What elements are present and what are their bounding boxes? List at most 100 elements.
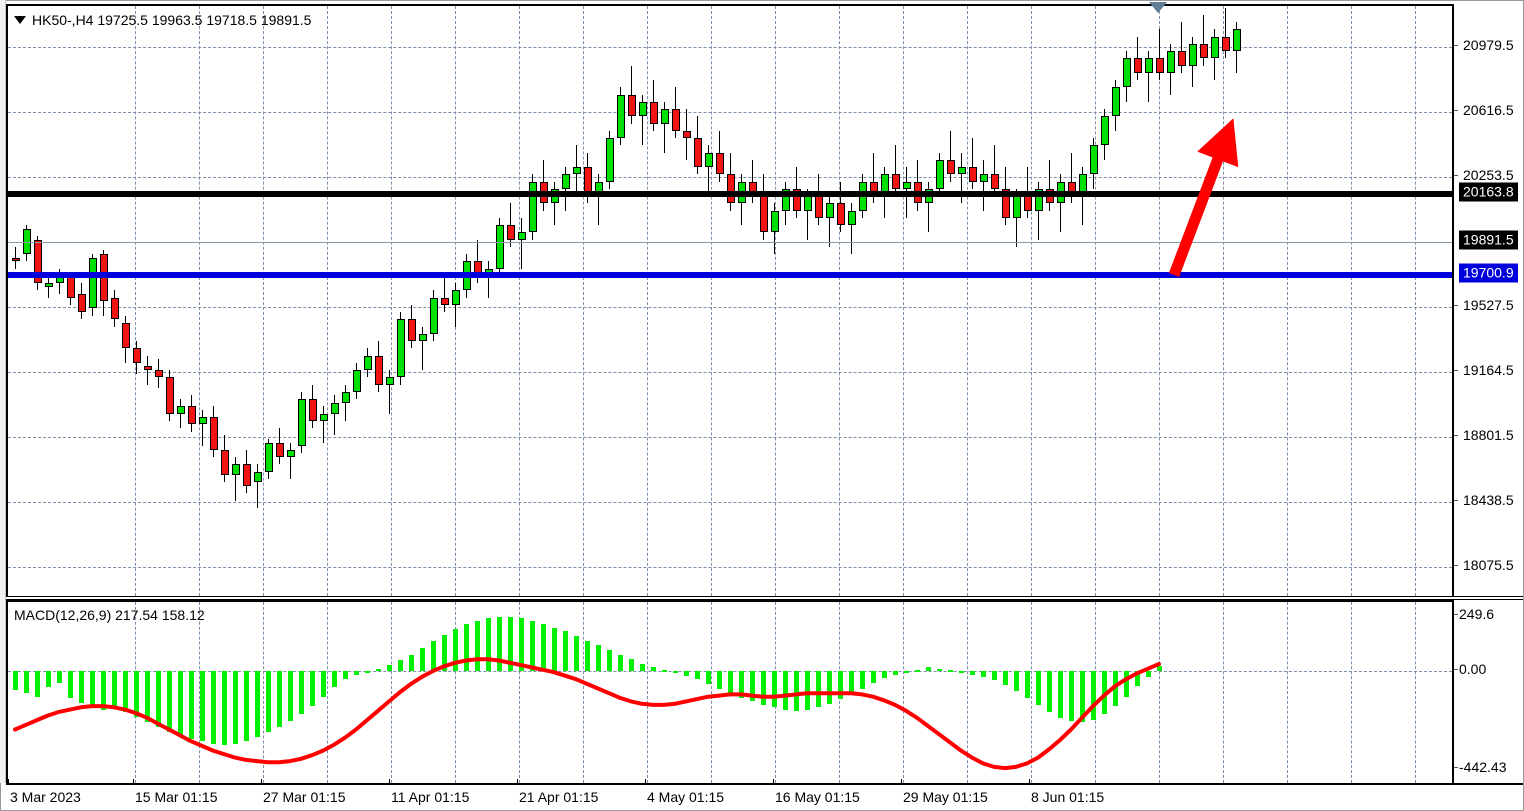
price-gridline	[8, 307, 1452, 308]
candle-bullish	[232, 464, 240, 476]
time-axis-label: 11 Apr 01:15	[391, 789, 470, 805]
candle-bullish	[661, 109, 669, 124]
price-axis[interactable]: 20979.5 20616.5 20253.5 19527.5 19164.5 18801…	[1452, 4, 1523, 596]
time-axis-tick	[8, 779, 9, 784]
candle-bearish	[1156, 58, 1164, 73]
price-chart-pane[interactable]: HK50-,H4 19725.5 19963.5 19718.5 19891.5	[6, 4, 1452, 596]
triangle-down-icon[interactable]	[14, 16, 26, 25]
macd-histogram-bar	[299, 671, 304, 715]
macd-time-gridline	[1031, 602, 1032, 783]
macd-histogram-bar	[1113, 671, 1118, 707]
time-gridline	[519, 6, 520, 596]
macd-axis[interactable]: 249.6 0.00 -442.43	[1452, 600, 1523, 783]
macd-histogram-bar	[662, 669, 667, 672]
price-axis-tick	[1454, 110, 1458, 111]
candle-bullish	[1035, 188, 1043, 211]
macd-time-gridline	[711, 602, 712, 783]
macd-pane[interactable]: MACD(12,26,9) 217.54 158.12	[6, 600, 1452, 783]
support-line[interactable]	[8, 272, 1452, 278]
candle-wick	[422, 326, 423, 370]
price-axis-tag[interactable]: 20163.8	[1459, 182, 1518, 202]
candle-bearish	[375, 355, 383, 385]
annotation-layer	[1168, 118, 1239, 277]
macd-histogram-bar	[981, 671, 986, 677]
candle-wick	[1071, 152, 1072, 204]
macd-histogram-bar	[816, 671, 821, 708]
time-gridline	[199, 6, 200, 596]
macd-histogram-bar	[607, 649, 612, 671]
macd-histogram-bar	[420, 647, 425, 671]
candle-bullish	[848, 210, 856, 225]
price-axis-label: 18438.5	[1463, 492, 1514, 508]
candle-bearish	[243, 464, 251, 486]
macd-histogram-bar	[1124, 671, 1129, 697]
candle-bullish	[419, 333, 427, 341]
candle-bullish	[1233, 29, 1241, 51]
macd-histogram-bar	[1036, 671, 1041, 705]
candle-bearish	[892, 174, 900, 189]
time-gridline	[1415, 6, 1416, 596]
resistance-line[interactable]	[8, 191, 1452, 197]
candle-bearish	[507, 225, 515, 240]
macd-time-gridline	[455, 602, 456, 783]
candle-bullish	[573, 167, 581, 175]
candle-bearish	[969, 167, 977, 182]
macd-histogram-bar	[992, 671, 997, 681]
candle-bullish	[1090, 145, 1098, 175]
candle-bullish	[386, 377, 394, 385]
price-axis-tick	[1454, 565, 1458, 566]
macd-time-gridline	[967, 602, 968, 783]
candle-wick	[521, 217, 522, 269]
time-axis[interactable]: 3 Mar 2023 15 Mar 01:15 27 Mar 01:15 11 Apr…	[6, 779, 1523, 810]
candle-bullish	[617, 94, 625, 138]
price-axis-tag[interactable]: 19891.5	[1459, 230, 1518, 250]
macd-time-gridline	[199, 602, 200, 783]
time-gridline	[1351, 6, 1352, 596]
macd-histogram-bar	[706, 671, 711, 684]
macd-histogram-bar	[563, 631, 568, 671]
macd-histogram-bar	[1069, 671, 1074, 722]
macd-axis-label: -442.43	[1459, 759, 1507, 775]
candle-bearish	[276, 442, 284, 457]
bullish-arrow-icon[interactable]	[1168, 118, 1239, 277]
time-gridline	[967, 6, 968, 596]
candle-bearish	[1200, 43, 1208, 59]
candle-bullish	[980, 174, 988, 182]
time-gridline	[1031, 6, 1032, 596]
macd-histogram-bar	[1014, 671, 1019, 691]
candle-bearish	[694, 138, 702, 167]
candle-bullish	[331, 402, 339, 414]
price-axis-label: 18075.5	[1463, 557, 1514, 573]
candle-bearish	[34, 239, 42, 283]
pane-divider[interactable]	[6, 596, 1523, 600]
candle-bearish	[441, 297, 449, 305]
time-axis-tick	[261, 779, 262, 784]
candle-bearish	[628, 94, 636, 117]
candle-wick	[895, 145, 896, 196]
macd-histogram-bar	[442, 634, 447, 671]
macd-histogram-bar	[937, 668, 942, 671]
macd-histogram-bar	[178, 671, 183, 736]
candle-bullish	[364, 355, 372, 370]
candle-bullish	[353, 370, 361, 392]
price-axis-tick	[1454, 370, 1458, 371]
macd-histogram-bar	[167, 671, 172, 732]
time-gridline	[1287, 6, 1288, 596]
macd-histogram-bar	[332, 671, 337, 688]
macd-histogram-bar	[1047, 671, 1052, 712]
time-axis-label: 8 Jun 01:15	[1031, 789, 1105, 805]
macd-histogram-bar	[519, 618, 524, 671]
macd-histogram-bar	[288, 671, 293, 722]
candle-bearish	[78, 293, 86, 312]
candle-bearish	[111, 297, 119, 320]
candle-bearish	[793, 188, 801, 211]
macd-histogram-bar	[618, 654, 623, 671]
candle-wick	[950, 130, 951, 182]
candle-bullish	[45, 283, 53, 287]
current-price-line[interactable]	[8, 242, 1452, 243]
macd-signal-line	[13, 657, 1161, 771]
macd-histogram-bar	[541, 624, 546, 671]
price-axis-tag[interactable]: 19700.9	[1459, 263, 1518, 283]
chart-header-text: HK50-,H4 19725.5 19963.5 19718.5 19891.5	[32, 12, 312, 28]
macd-time-gridline	[1287, 602, 1288, 783]
